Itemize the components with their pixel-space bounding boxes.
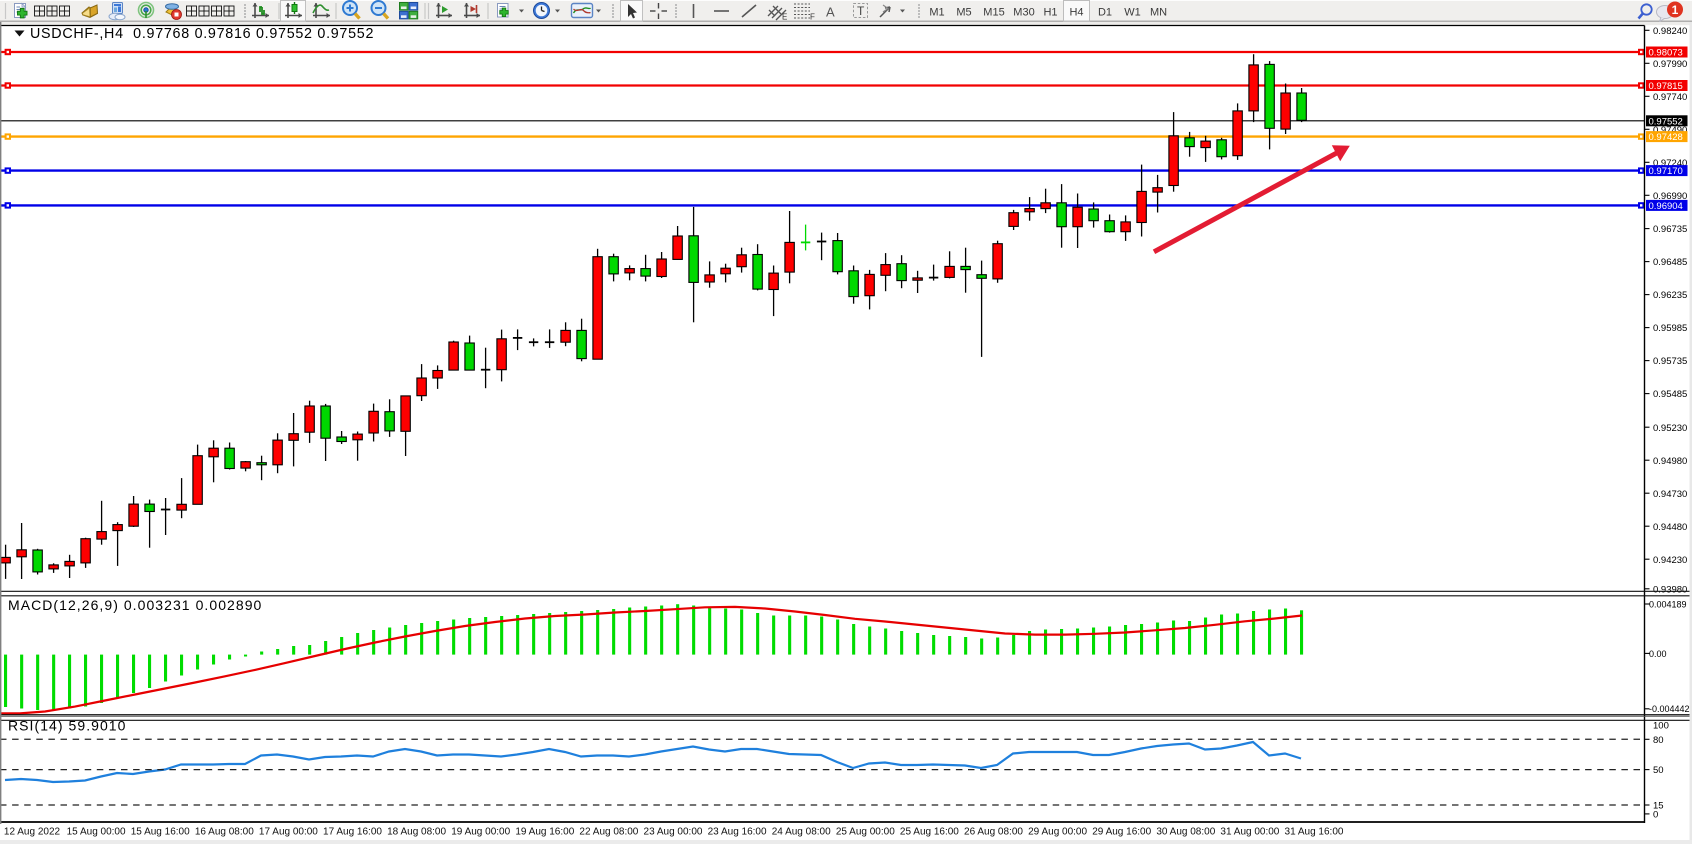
svg-text:15 Aug 16:00: 15 Aug 16:00 [131, 827, 190, 838]
svg-text:19 Aug 16:00: 19 Aug 16:00 [515, 827, 574, 838]
svg-text:0.96235: 0.96235 [1653, 290, 1687, 301]
svg-text:E: E [782, 13, 787, 22]
svg-text:0.94730: 0.94730 [1653, 489, 1687, 500]
svg-text:0.97490: 0.97490 [1653, 125, 1687, 136]
svg-text:29 Aug 16:00: 29 Aug 16:00 [1092, 827, 1151, 838]
svg-text:RSI(14) 59.9010: RSI(14) 59.9010 [8, 718, 126, 734]
svg-text:0.94980: 0.94980 [1653, 456, 1687, 467]
svg-text:30 Aug 08:00: 30 Aug 08:00 [1156, 827, 1215, 838]
svg-text:MN: MN [1150, 7, 1167, 19]
svg-text:15 Aug 00:00: 15 Aug 00:00 [67, 827, 126, 838]
svg-text:0: 0 [1653, 810, 1658, 821]
svg-text:24 Aug 08:00: 24 Aug 08:00 [772, 827, 831, 838]
svg-text:0.95230: 0.95230 [1653, 423, 1687, 434]
svg-text:D1: D1 [1098, 7, 1112, 19]
svg-text:H4: H4 [1069, 7, 1083, 19]
svg-text:0.96485: 0.96485 [1653, 257, 1687, 268]
svg-text:25 Aug 00:00: 25 Aug 00:00 [836, 827, 895, 838]
svg-text:80: 80 [1653, 735, 1664, 746]
svg-text:0.96735: 0.96735 [1653, 224, 1687, 235]
svg-text:T: T [857, 4, 865, 18]
svg-text:17 Aug 16:00: 17 Aug 16:00 [323, 827, 382, 838]
svg-text:0.96990: 0.96990 [1653, 191, 1687, 202]
svg-text:0.00: 0.00 [1649, 649, 1667, 659]
svg-text:0.97740: 0.97740 [1653, 92, 1687, 103]
svg-text:0.94480: 0.94480 [1653, 522, 1687, 533]
svg-text:W1: W1 [1124, 7, 1141, 19]
svg-text:MACD(12,26,9) 0.003231 0.00289: MACD(12,26,9) 0.003231 0.002890 [8, 597, 262, 613]
svg-text:M1: M1 [929, 7, 944, 19]
svg-text:0.96904: 0.96904 [1649, 201, 1683, 212]
svg-text:23 Aug 00:00: 23 Aug 00:00 [644, 827, 703, 838]
svg-text:F: F [810, 13, 815, 22]
svg-text:0.97170: 0.97170 [1649, 166, 1683, 177]
svg-text:0.97815: 0.97815 [1649, 81, 1683, 92]
svg-text:M5: M5 [956, 7, 971, 19]
svg-text:0.94230: 0.94230 [1653, 555, 1687, 566]
svg-text:M15: M15 [983, 7, 1004, 19]
svg-text:0.95985: 0.95985 [1653, 323, 1687, 334]
svg-text:50: 50 [1653, 765, 1664, 776]
svg-text:0.97990: 0.97990 [1653, 59, 1687, 70]
svg-text:15: 15 [1653, 801, 1664, 812]
svg-text:0.97428: 0.97428 [1649, 132, 1683, 143]
svg-text:12 Aug 2022: 12 Aug 2022 [4, 827, 61, 838]
svg-text:0.97552: 0.97552 [1649, 116, 1683, 127]
svg-text:0.97240: 0.97240 [1653, 158, 1687, 169]
svg-text:0.98240: 0.98240 [1653, 26, 1687, 37]
svg-text:0.004189: 0.004189 [1649, 599, 1687, 609]
svg-text:M30: M30 [1013, 7, 1034, 19]
svg-text:31 Aug 00:00: 31 Aug 00:00 [1220, 827, 1279, 838]
svg-text:H1: H1 [1043, 7, 1057, 19]
svg-text:0.95485: 0.95485 [1653, 389, 1687, 400]
svg-text:1: 1 [1672, 3, 1679, 17]
svg-text:18 Aug 08:00: 18 Aug 08:00 [387, 827, 446, 838]
svg-text:USDCHF-,H4 0.97768 0.97816 0.: USDCHF-,H4 0.97768 0.97816 0.97552 0.975… [30, 26, 374, 42]
svg-text:19 Aug 00:00: 19 Aug 00:00 [451, 827, 510, 838]
svg-text:26 Aug 08:00: 26 Aug 08:00 [964, 827, 1023, 838]
svg-text:31 Aug 16:00: 31 Aug 16:00 [1285, 827, 1344, 838]
svg-text:17 Aug 00:00: 17 Aug 00:00 [259, 827, 318, 838]
svg-text:-0.004442: -0.004442 [1649, 704, 1690, 714]
svg-text:29 Aug 00:00: 29 Aug 00:00 [1028, 827, 1087, 838]
svg-text:A: A [826, 5, 835, 20]
svg-text:16 Aug 08:00: 16 Aug 08:00 [195, 827, 254, 838]
svg-text:23 Aug 16:00: 23 Aug 16:00 [708, 827, 767, 838]
svg-text:25 Aug 16:00: 25 Aug 16:00 [900, 827, 959, 838]
svg-text:0.98073: 0.98073 [1649, 48, 1683, 59]
svg-text:22 Aug 08:00: 22 Aug 08:00 [579, 827, 638, 838]
svg-text:100: 100 [1653, 721, 1669, 732]
svg-text:0.95735: 0.95735 [1653, 356, 1687, 367]
svg-text:0.93980: 0.93980 [1653, 584, 1687, 595]
